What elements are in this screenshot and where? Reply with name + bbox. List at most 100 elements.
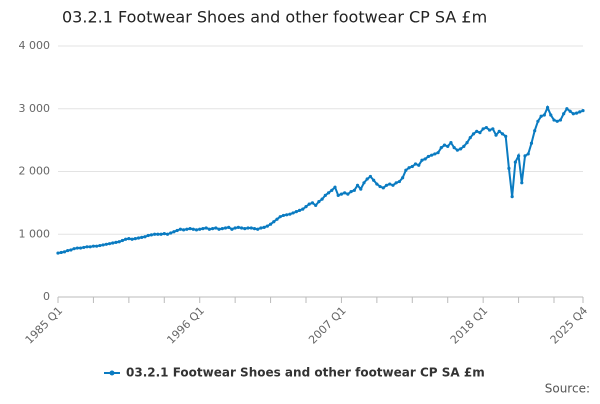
data-point bbox=[62, 250, 67, 254]
x-tick-label: 2018 Q1 bbox=[448, 304, 491, 347]
data-point bbox=[494, 133, 498, 137]
data-point bbox=[516, 154, 521, 158]
data-point bbox=[59, 250, 63, 255]
data-point bbox=[204, 226, 208, 230]
y-tick-label: 3 000 bbox=[19, 102, 51, 115]
data-point bbox=[529, 141, 534, 145]
data-point bbox=[291, 211, 295, 215]
data-point bbox=[314, 203, 318, 207]
data-point bbox=[294, 210, 298, 214]
data-point bbox=[320, 197, 324, 201]
data-point bbox=[368, 174, 373, 179]
data-point bbox=[487, 128, 492, 132]
x-tick-label: 1985 Q1 bbox=[23, 304, 66, 347]
data-point bbox=[568, 109, 572, 113]
data-point bbox=[317, 200, 321, 204]
data-point bbox=[252, 227, 257, 231]
data-point bbox=[520, 181, 524, 185]
data-point bbox=[78, 246, 83, 250]
data-point bbox=[249, 226, 253, 230]
data-point bbox=[66, 248, 70, 253]
data-point bbox=[239, 226, 244, 230]
data-point bbox=[343, 191, 347, 195]
data-point bbox=[107, 242, 112, 246]
data-point bbox=[497, 129, 501, 133]
data-point bbox=[439, 146, 443, 150]
data-point bbox=[378, 184, 382, 189]
data-point bbox=[75, 246, 79, 250]
data-point bbox=[111, 241, 115, 245]
data-point bbox=[465, 141, 469, 145]
data-point bbox=[227, 225, 231, 229]
data-point bbox=[91, 244, 96, 248]
data-point bbox=[301, 207, 305, 211]
data-point bbox=[265, 224, 269, 228]
data-point bbox=[417, 163, 421, 167]
data-point bbox=[201, 227, 205, 231]
data-point bbox=[355, 183, 360, 187]
data-point bbox=[468, 136, 472, 140]
data-point bbox=[462, 144, 466, 148]
data-point bbox=[394, 181, 398, 185]
data-point bbox=[175, 228, 179, 233]
y-tick-label: 0 bbox=[43, 290, 50, 303]
x-tick-label: 1996 Q1 bbox=[164, 304, 207, 347]
data-point bbox=[95, 244, 99, 248]
y-tick-label: 2 000 bbox=[19, 165, 51, 178]
data-point bbox=[558, 118, 563, 122]
data-point bbox=[578, 110, 582, 114]
data-point bbox=[375, 182, 379, 186]
data-point bbox=[333, 185, 337, 189]
data-point bbox=[552, 118, 556, 122]
data-point bbox=[246, 226, 250, 230]
data-point bbox=[149, 233, 154, 237]
data-point bbox=[85, 245, 89, 249]
data-point bbox=[191, 227, 195, 231]
data-point bbox=[120, 238, 125, 243]
data-point bbox=[359, 187, 363, 191]
data-point bbox=[404, 168, 408, 172]
data-point bbox=[384, 183, 389, 187]
data-point bbox=[146, 233, 150, 238]
data-point bbox=[307, 202, 311, 206]
data-point bbox=[233, 226, 237, 230]
data-point bbox=[581, 109, 585, 113]
data-point bbox=[352, 188, 356, 192]
data-point bbox=[491, 127, 495, 131]
data-point bbox=[420, 158, 424, 162]
data-point bbox=[217, 227, 221, 231]
data-point bbox=[433, 152, 437, 156]
data-point bbox=[423, 157, 427, 161]
data-point bbox=[372, 178, 376, 182]
data-point bbox=[98, 243, 102, 248]
data-point bbox=[188, 227, 192, 231]
data-point bbox=[475, 129, 479, 133]
data-point bbox=[323, 193, 327, 197]
data-point bbox=[436, 151, 440, 155]
y-tick-label: 1 000 bbox=[19, 227, 51, 240]
data-point bbox=[310, 201, 315, 205]
data-point bbox=[326, 191, 331, 195]
data-point bbox=[381, 186, 385, 190]
data-point bbox=[449, 141, 453, 145]
data-point bbox=[410, 164, 414, 169]
data-point bbox=[278, 215, 282, 219]
data-point bbox=[143, 235, 147, 239]
data-point bbox=[565, 107, 569, 111]
x-tick-label: 2007 Q1 bbox=[306, 304, 349, 347]
data-point bbox=[391, 183, 395, 187]
data-point bbox=[281, 213, 286, 218]
data-point bbox=[446, 144, 450, 148]
data-point bbox=[574, 111, 579, 115]
data-point bbox=[130, 237, 134, 241]
data-point bbox=[549, 113, 553, 117]
data-point bbox=[156, 232, 160, 236]
series-line bbox=[57, 104, 584, 255]
data-point bbox=[484, 125, 488, 130]
data-point bbox=[285, 213, 289, 217]
data-point bbox=[545, 105, 550, 110]
data-point bbox=[510, 195, 514, 199]
data-point bbox=[101, 243, 105, 247]
data-point bbox=[117, 240, 121, 244]
